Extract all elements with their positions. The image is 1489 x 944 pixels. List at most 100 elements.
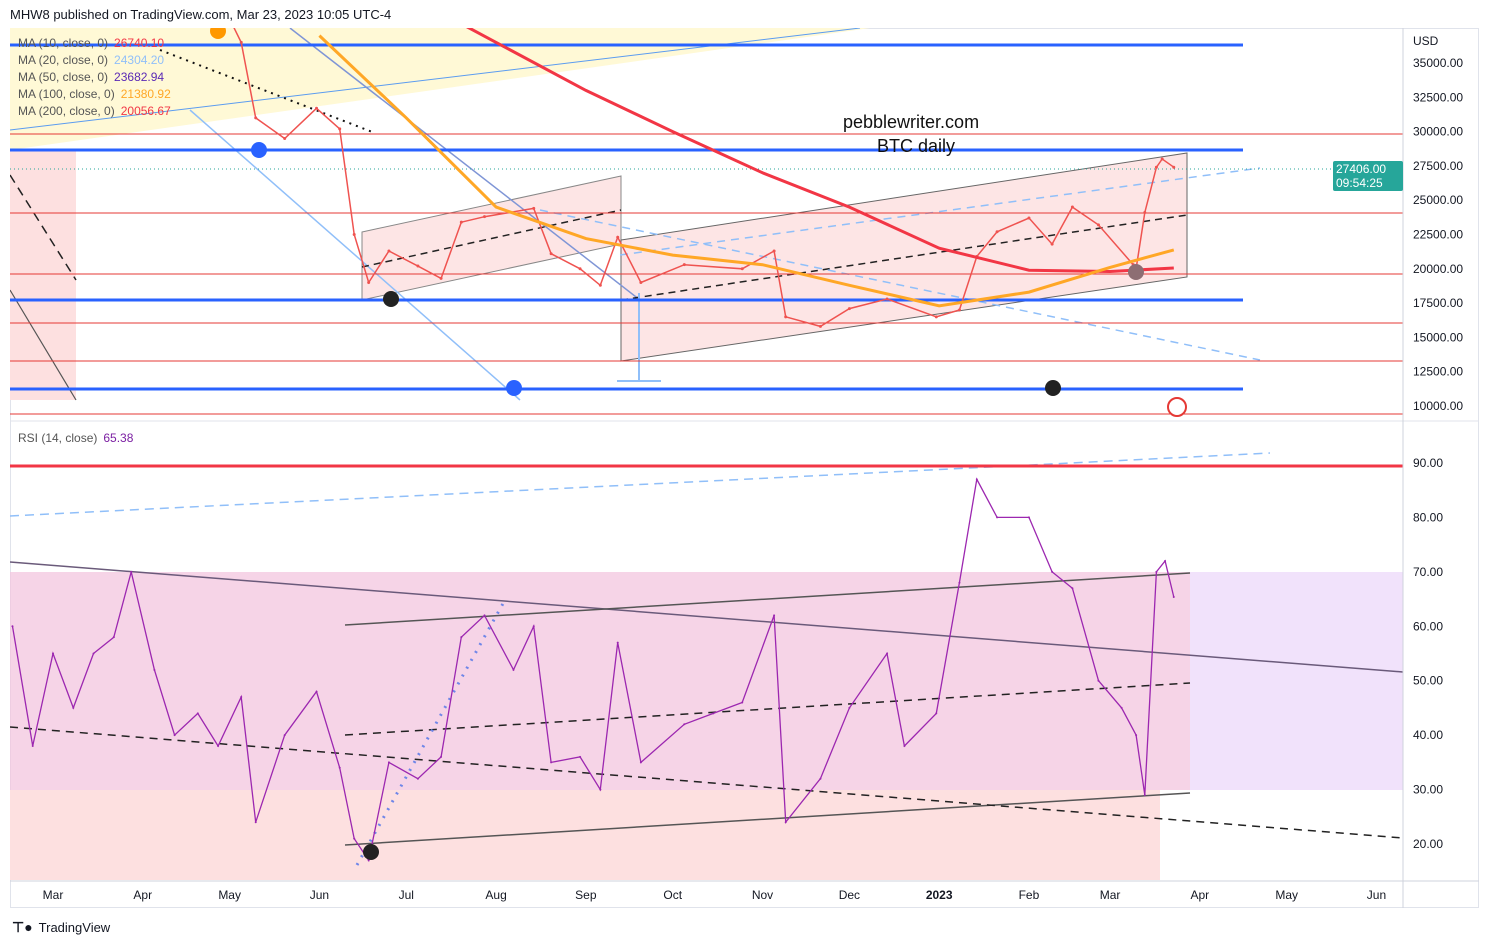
price-point — [439, 276, 443, 280]
ma-legend-item: MA (20, close, 0) 24304.20 — [18, 53, 171, 70]
time-tick-label: Apr — [1190, 888, 1209, 902]
price-tick-label: 10000.00 — [1413, 399, 1463, 413]
time-tick-label: Nov — [752, 888, 773, 902]
price-point — [387, 249, 391, 253]
rsi-point — [784, 821, 787, 824]
price-point — [459, 220, 463, 224]
price-point — [934, 315, 938, 319]
channel-2 — [620, 152, 1188, 362]
annotation-site: pebblewriter.com — [843, 112, 980, 132]
time-tick-label: Jun — [1367, 888, 1386, 902]
rsi-tick-label: 50.00 — [1413, 674, 1443, 688]
price-point — [254, 116, 258, 120]
ma-legend-label: MA (10, close, 0) — [18, 36, 109, 50]
rsi-point — [52, 652, 54, 655]
rsi-point — [173, 734, 176, 737]
rsi-tick-label: 90.00 — [1413, 456, 1443, 470]
rsi-point — [712, 712, 715, 715]
rsi-point — [1164, 559, 1167, 562]
time-tick-label: Apr — [133, 888, 152, 902]
rsi-tick-label: 80.00 — [1413, 510, 1443, 524]
grey-line-left — [10, 289, 77, 401]
time-tick-label: May — [218, 888, 241, 902]
rsi-upper-line — [10, 561, 1403, 673]
trendline-blue-3 — [289, 28, 641, 301]
price-point — [772, 249, 776, 253]
trendline-blue-2 — [189, 109, 521, 401]
rsi-legend-value: 65.38 — [103, 431, 134, 445]
price-tick-label: 25000.00 — [1413, 193, 1463, 207]
last-price: 27406.00 — [1336, 162, 1387, 176]
footer-brand[interactable]: ⊤● TradingView — [12, 919, 110, 936]
marker-blue — [251, 142, 267, 158]
rsi-point — [1051, 570, 1054, 573]
price-tick-label: 15000.00 — [1413, 330, 1463, 344]
rsi-point — [935, 712, 938, 715]
rsi-point — [440, 755, 443, 758]
rsi-point — [92, 652, 95, 655]
price-point — [1160, 157, 1164, 161]
rsi-tick-label: 40.00 — [1413, 728, 1443, 742]
price-tick-label: 32500.00 — [1413, 90, 1463, 104]
price-point — [885, 297, 889, 301]
rsi-legend-label: RSI (14, close) — [18, 431, 98, 445]
price-point — [1154, 165, 1158, 169]
rsi-point — [1097, 679, 1100, 682]
rsi-channel-top — [344, 572, 1191, 626]
rsi-point — [1143, 794, 1146, 797]
rsi-point — [773, 614, 776, 617]
yellow-zone — [10, 28, 870, 150]
rsi-point — [532, 625, 535, 628]
time-tick-label: Mar — [1100, 888, 1121, 902]
rsi-point — [130, 570, 133, 573]
ma-legend-label: MA (200, close, 0) — [18, 104, 115, 118]
price-point — [740, 267, 744, 271]
price-point — [578, 267, 582, 271]
rsi-point — [848, 706, 851, 709]
series-ma-100 — [318, 34, 1175, 308]
time-tick-label: Jul — [399, 888, 414, 902]
bar-countdown: 09:54:25 — [1336, 176, 1383, 190]
rsi-point — [975, 478, 978, 481]
footer-brand-text: TradingView — [38, 920, 111, 935]
rsi-projection — [1190, 572, 1403, 790]
marker-grey — [1128, 264, 1144, 280]
ma-legend-item: MA (10, close, 0) 26740.10 — [18, 36, 171, 53]
price-point — [784, 315, 788, 319]
rsi-point — [112, 636, 115, 639]
dashed-blue-2 — [619, 167, 1261, 256]
time-tick-label: Dec — [839, 888, 860, 902]
rsi-point — [639, 761, 642, 764]
rsi-dashed-mid — [10, 726, 1403, 839]
rsi-tick-label: 30.00 — [1413, 783, 1443, 797]
price-point — [818, 324, 822, 328]
price-point — [315, 106, 319, 110]
time-tick-label: Mar — [43, 888, 64, 902]
rsi-point — [240, 696, 243, 699]
rsi-point — [579, 755, 582, 758]
time-tick-label: Oct — [663, 888, 682, 902]
tradingview-logo-icon: ⊤● — [12, 919, 33, 935]
price-point — [682, 263, 686, 267]
price-point — [957, 308, 961, 312]
last-price-badge: 27406.00 09:54:25 — [1333, 161, 1403, 191]
publish-header: MHW8 published on TradingView.com, Mar 2… — [10, 7, 392, 22]
ma-legend-value: 23682.94 — [114, 70, 165, 84]
rsi-point — [1135, 734, 1138, 737]
price-point — [352, 233, 356, 236]
rsi-point — [996, 516, 999, 519]
price-point — [995, 230, 999, 234]
rsi-point — [903, 745, 906, 748]
rsi-point — [512, 668, 515, 671]
price-point — [1143, 211, 1147, 215]
price-point — [219, 0, 222, 3]
price-tick-label: 17500.00 — [1413, 296, 1463, 310]
dashed-black-1 — [361, 209, 622, 268]
rsi-low-zone — [10, 790, 1160, 880]
rsi-point — [1027, 516, 1030, 519]
price-tick-label: 30000.00 — [1413, 125, 1463, 139]
price-point — [847, 307, 851, 311]
series-ma-200 — [465, 28, 1174, 274]
rsi-point — [387, 761, 390, 764]
